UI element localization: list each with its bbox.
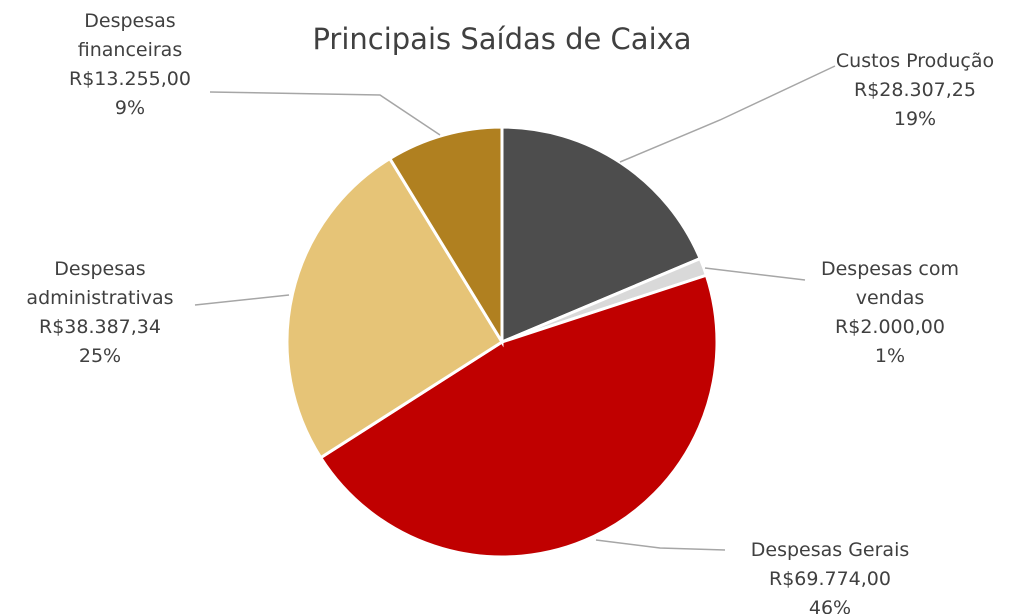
chart-title: Principais Saídas de Caixa: [312, 22, 692, 56]
leader-line: [619, 65, 836, 163]
category-label: Custos Produção: [835, 50, 995, 72]
pie-slice: [285, 156, 505, 460]
leader-line: [209, 91, 441, 136]
pie-slice: [387, 125, 504, 348]
category-label: Despesas administrativas: [26, 258, 174, 309]
pie-slice: [318, 273, 719, 559]
data-label: Custos Produção R$28.307,25 19%: [805, 47, 1025, 134]
percent-label: 25%: [78, 345, 122, 367]
value-label: R$69.774,00: [769, 568, 891, 590]
leader-line: [595, 539, 726, 551]
data-label: Despesas com vendas R$2.000,00 1%: [815, 255, 965, 371]
category-label: Despesas financeiras: [77, 10, 183, 61]
value-label: R$38.387,34: [39, 316, 161, 338]
percent-label: 9%: [114, 97, 146, 119]
percent-label: 46%: [808, 597, 852, 614]
data-label: Despesas financeiras R$13.255,00 9%: [55, 7, 205, 123]
data-label: Despesas administrativas R$38.387,34 25%: [15, 255, 185, 371]
category-label: Despesas Gerais: [750, 539, 910, 561]
percent-label: 1%: [874, 345, 906, 367]
percent-label: 19%: [893, 108, 937, 130]
leader-line: [194, 294, 290, 306]
value-label: R$2.000,00: [835, 316, 945, 338]
pie-slice: [500, 125, 703, 345]
value-label: R$13.255,00: [69, 68, 191, 90]
value-label: R$28.307,25: [854, 79, 976, 101]
leader-line: [704, 267, 806, 281]
data-label: Despesas Gerais R$69.774,00 46%: [720, 536, 940, 614]
category-label: Despesas com vendas: [820, 258, 960, 309]
